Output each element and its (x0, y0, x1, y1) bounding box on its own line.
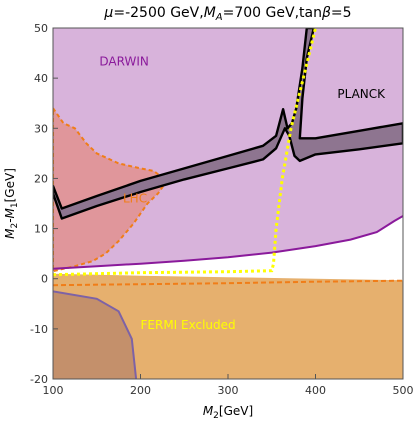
y-axis-title-symbol2: -M (3, 207, 17, 222)
orange-dashed-curve (53, 279, 403, 287)
y-tick-label: 10 (34, 223, 48, 236)
x-tick-label: 500 (393, 384, 414, 397)
y-tick-label: -10 (30, 323, 48, 336)
y-tick-label: 30 (34, 122, 48, 135)
fermi-label: FERMI Excluded (141, 318, 236, 332)
y-tick-label: -20 (30, 373, 48, 386)
y-axis-title-unit: [GeV] (3, 168, 17, 202)
y-axis-title-sub2: 1 (10, 202, 20, 208)
y-tick-label: 50 (34, 22, 48, 35)
planck-band (53, 28, 403, 220)
y-axis-title: M2-M1[GeV] (3, 168, 20, 239)
planck-label: PLANCK (337, 87, 386, 101)
y-tick-label: 20 (34, 172, 48, 185)
x-tick-label: 100 (43, 384, 64, 397)
lhc-region (53, 106, 169, 273)
x-axis-title-sub: 2 (213, 411, 219, 421)
y-axis-title-sub1: 2 (10, 223, 20, 229)
darwin-label: DARWIN (99, 55, 148, 69)
title-beta: β (321, 5, 331, 21)
bottom-left-region (53, 291, 137, 379)
darwin-boundary-line (53, 215, 403, 270)
x-tick-label: 200 (130, 384, 151, 397)
y-axis-ticks: -20 -10 0 10 20 30 40 50 (30, 22, 58, 386)
title-ma-value: =700 GeV,tan (223, 5, 322, 21)
chart-title: μ=-2500 GeV,MA=700 GeV,tanβ=5 (103, 5, 351, 23)
x-axis-title-unit: [GeV] (219, 404, 253, 418)
plot-area (53, 28, 403, 379)
fermi-excluded-region (53, 273, 403, 379)
bottom-left-boundary-line (53, 290, 138, 379)
x-axis-title-symbol: M (203, 404, 214, 418)
title-ma: M (204, 5, 216, 21)
title-mu-value: =-2500 GeV, (113, 5, 203, 21)
x-tick-label: 300 (218, 384, 239, 397)
y-axis-title-symbol1: M (3, 228, 17, 239)
title-mu: μ (103, 5, 113, 21)
x-axis-title: M2[GeV] (203, 404, 253, 421)
x-tick-label: 400 (305, 384, 326, 397)
lhc-label: LHC (123, 191, 147, 205)
title-ma-sub: A (215, 12, 223, 23)
title-beta-value: =5 (331, 5, 352, 21)
y-tick-label: 40 (34, 72, 48, 85)
x-axis-ticks: 100 200 300 400 500 (43, 374, 414, 397)
y-tick-label: 0 (41, 273, 48, 286)
